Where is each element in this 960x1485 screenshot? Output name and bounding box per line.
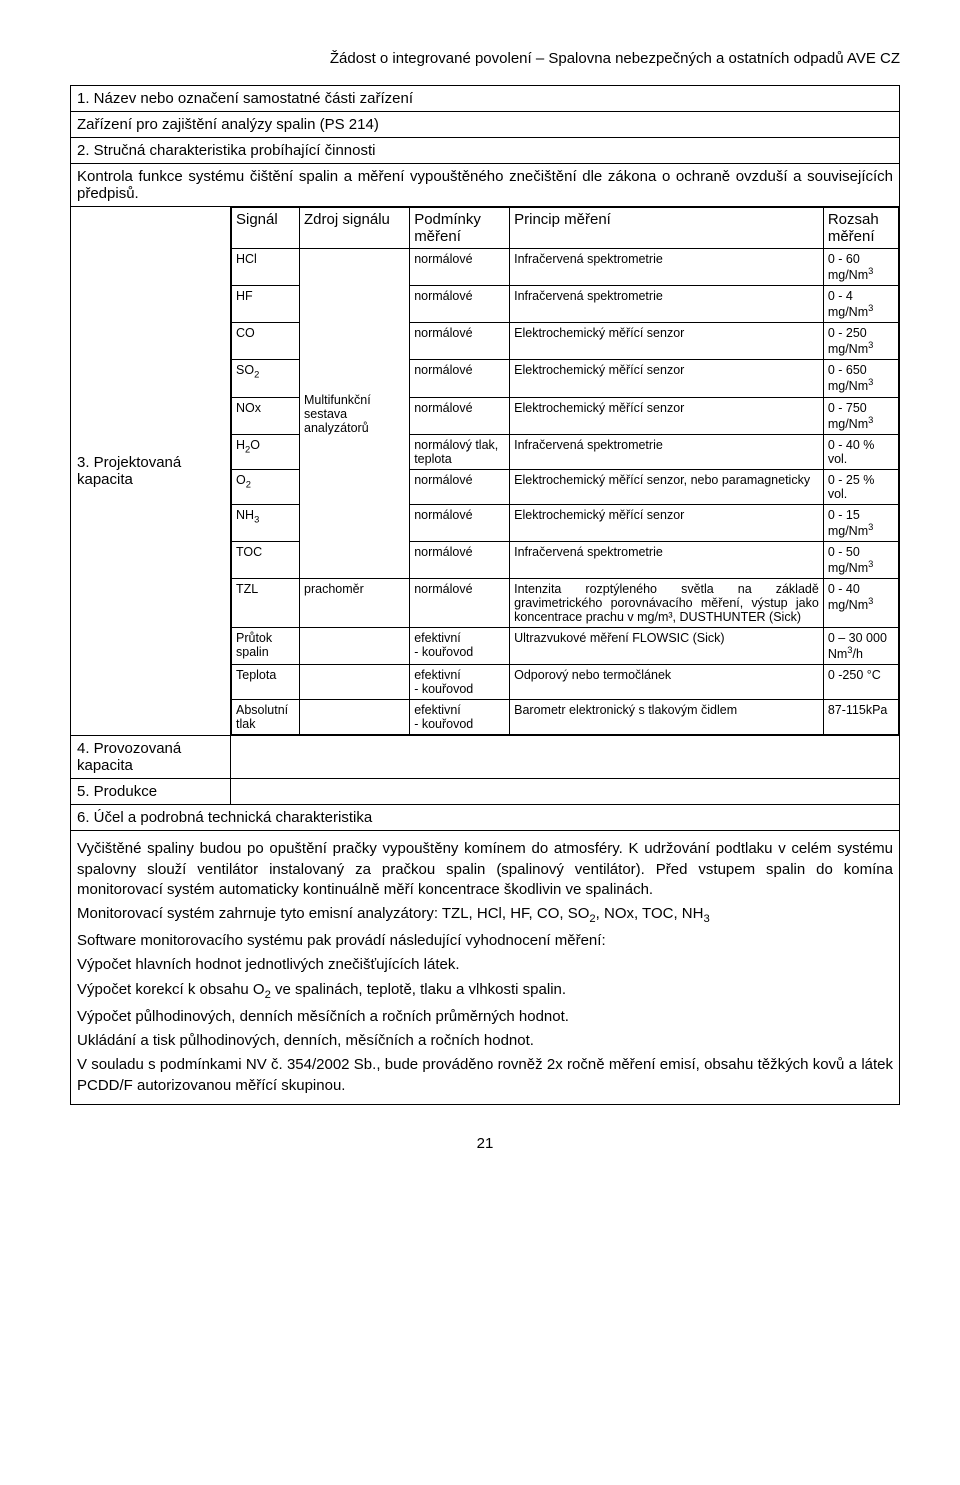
section-1-value: Zařízení pro zajištění analýzy spalin (P… xyxy=(71,112,900,138)
body-p3: Software monitorovacího systému pak prov… xyxy=(77,931,893,951)
table-header: Signál xyxy=(232,208,300,249)
principle-cell: Intenzita rozptýleného světla na základě… xyxy=(510,579,824,628)
signal-cell: TOC xyxy=(232,541,300,578)
body-p2-mid: , NOx, TOC, NH xyxy=(596,905,704,922)
document-header: Žádost o integrované povolení – Spalovna… xyxy=(70,50,900,67)
range-cell: 0 - 15 mg/Nm3 xyxy=(823,504,898,541)
principle-cell: Barometr elektronický s tlakovým čidlem xyxy=(510,700,824,735)
section-5-title: 5. Produkce xyxy=(71,779,231,805)
condition-cell: normálové xyxy=(410,541,510,578)
range-cell: 0 - 60 mg/Nm3 xyxy=(823,249,898,286)
section-1-title: 1. Název nebo označení samostatné části … xyxy=(71,86,900,112)
range-cell: 0 - 40 % vol. xyxy=(823,434,898,469)
signal-cell: Absolutní tlak xyxy=(232,700,300,735)
section-3-title: 3. Projektovaná kapacita xyxy=(71,207,231,736)
principle-cell: Elektrochemický měřící senzor xyxy=(510,504,824,541)
signal-cell: TZL xyxy=(232,579,300,628)
principle-cell: Elektrochemický měřící senzor, nebo para… xyxy=(510,469,824,504)
range-cell: 0 - 25 % vol. xyxy=(823,469,898,504)
table-row: Teplota efektivní - kouřovodOdporový nebo… xyxy=(232,665,899,700)
source-cell xyxy=(300,700,410,735)
body-p2-sub2: 3 xyxy=(703,913,709,925)
principle-cell: Elektrochemický měřící senzor xyxy=(510,323,824,360)
principle-cell: Infračervená spektrometrie xyxy=(510,249,824,286)
principle-cell: Elektrochemický měřící senzor xyxy=(510,360,824,397)
body-p5-pre: Výpočet korekcí k obsahu O xyxy=(77,981,265,998)
condition-cell: normálové xyxy=(410,469,510,504)
signal-cell: O2 xyxy=(232,469,300,504)
signal-cell: Teplota xyxy=(232,665,300,700)
condition-cell: normálové xyxy=(410,579,510,628)
section-2-title: 2. Stručná charakteristika probíhající č… xyxy=(71,138,900,164)
signal-cell: CO xyxy=(232,323,300,360)
signal-cell: HF xyxy=(232,286,300,323)
body-p5: Výpočet korekcí k obsahu O2 ve spalinách… xyxy=(77,980,893,1003)
section-6-body: Vyčištěné spaliny budou po opuštění prač… xyxy=(71,831,900,1105)
table-header: Podmínky měření xyxy=(410,208,510,249)
condition-cell: efektivní - kouřovod xyxy=(410,700,510,735)
table-header: Rozsah měření xyxy=(823,208,898,249)
section-6-title: 6. Účel a podrobná technická charakteris… xyxy=(71,805,900,831)
principle-cell: Infračervená spektrometrie xyxy=(510,286,824,323)
page: Žádost o integrované povolení – Spalovna… xyxy=(0,0,960,1192)
section-4-title: 4. Provozovaná kapacita xyxy=(71,736,231,779)
principle-cell: Odporový nebo termočlánek xyxy=(510,665,824,700)
table-row: Absolutní tlak efektivní - kouřovodBarome… xyxy=(232,700,899,735)
section-5-value xyxy=(231,779,900,805)
condition-cell: normálové xyxy=(410,504,510,541)
body-p6: Výpočet půlhodinových, denních měsíčních… xyxy=(77,1007,893,1027)
table-header: Zdroj signálu xyxy=(300,208,410,249)
range-cell: 0 - 750 mg/Nm3 xyxy=(823,397,898,434)
condition-cell: efektivní - kouřovod xyxy=(410,665,510,700)
body-p2-pre: Monitorovací systém zahrnuje tyto emisní… xyxy=(77,905,589,922)
table-row: Průtok spalin efektivní - kouřovodUltrazv… xyxy=(232,628,899,665)
signal-cell: NOx xyxy=(232,397,300,434)
signal-cell: Průtok spalin xyxy=(232,628,300,665)
range-cell: 0 - 40 mg/Nm3 xyxy=(823,579,898,628)
body-p8: V souladu s podmínkami NV č. 354/2002 Sb… xyxy=(77,1055,893,1096)
table-header: Princip měření xyxy=(510,208,824,249)
range-cell: 0 - 50 mg/Nm3 xyxy=(823,541,898,578)
condition-cell: normálové xyxy=(410,249,510,286)
condition-cell: normálové xyxy=(410,286,510,323)
condition-cell: normálový tlak, teplota xyxy=(410,434,510,469)
section-4-value xyxy=(231,736,900,779)
source-cell: Multifunkční sestava analyzátorů xyxy=(300,249,410,579)
section-2-value: Kontrola funkce systému čištění spalin a… xyxy=(71,164,900,207)
signal-cell: NH3 xyxy=(232,504,300,541)
source-cell xyxy=(300,665,410,700)
principle-cell: Infračervená spektrometrie xyxy=(510,541,824,578)
principle-cell: Ultrazvukové měření FLOWSIC (Sick) xyxy=(510,628,824,665)
page-number: 21 xyxy=(70,1135,900,1152)
signal-cell: H2O xyxy=(232,434,300,469)
body-p4: Výpočet hlavních hodnot jednotlivých zne… xyxy=(77,955,893,975)
range-cell: 0 - 250 mg/Nm3 xyxy=(823,323,898,360)
signal-cell: HCl xyxy=(232,249,300,286)
measurements-table: SignálZdroj signáluPodmínky měřeníPrinci… xyxy=(231,207,899,735)
principle-cell: Elektrochemický měřící senzor xyxy=(510,397,824,434)
condition-cell: normálové xyxy=(410,397,510,434)
body-p5-post: ve spalinách, teplotě, tlaku a vlhkosti … xyxy=(271,981,566,998)
body-p1: Vyčištěné spaliny budou po opuštění prač… xyxy=(77,839,893,900)
principle-cell: Infračervená spektrometrie xyxy=(510,434,824,469)
source-cell xyxy=(300,628,410,665)
range-cell: 0 -250 °C xyxy=(823,665,898,700)
section-3-content: SignálZdroj signáluPodmínky měřeníPrinci… xyxy=(231,207,900,736)
condition-cell: normálové xyxy=(410,323,510,360)
condition-cell: normálové xyxy=(410,360,510,397)
signal-cell: SO2 xyxy=(232,360,300,397)
table-row: HClMultifunkční sestava analyzátorůnormá… xyxy=(232,249,899,286)
range-cell: 87-115kPa xyxy=(823,700,898,735)
main-table: 1. Název nebo označení samostatné části … xyxy=(70,85,900,1105)
range-cell: 0 - 4 mg/Nm3 xyxy=(823,286,898,323)
range-cell: 0 – 30 000 Nm3/h xyxy=(823,628,898,665)
source-cell: prachoměr xyxy=(300,579,410,628)
body-p7: Ukládání a tisk půlhodinových, denních, … xyxy=(77,1031,893,1051)
range-cell: 0 - 650 mg/Nm3 xyxy=(823,360,898,397)
body-p2: Monitorovací systém zahrnuje tyto emisní… xyxy=(77,904,893,927)
table-row: TZLprachoměrnormálovéIntenzita rozptýlen… xyxy=(232,579,899,628)
condition-cell: efektivní - kouřovod xyxy=(410,628,510,665)
